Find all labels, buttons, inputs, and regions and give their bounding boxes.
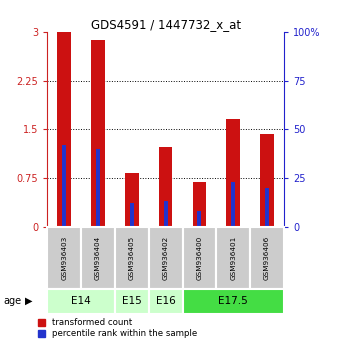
Bar <box>149 227 183 289</box>
Text: GSM936404: GSM936404 <box>95 235 101 280</box>
Title: GDS4591 / 1447732_x_at: GDS4591 / 1447732_x_at <box>91 18 241 31</box>
Text: GSM936402: GSM936402 <box>163 235 169 280</box>
Bar <box>57 32 71 227</box>
Bar <box>164 201 168 227</box>
Bar <box>183 227 216 289</box>
Text: E14: E14 <box>71 296 91 306</box>
Text: ▶: ▶ <box>25 296 33 306</box>
Text: age: age <box>3 296 22 306</box>
Text: E16: E16 <box>156 296 175 306</box>
Bar <box>250 227 284 289</box>
Bar <box>81 227 115 289</box>
Bar <box>96 149 100 227</box>
Bar <box>265 188 269 227</box>
Bar <box>91 40 105 227</box>
Bar <box>115 289 149 314</box>
Bar <box>193 182 206 227</box>
Bar <box>115 227 149 289</box>
Legend: transformed count, percentile rank within the sample: transformed count, percentile rank withi… <box>38 318 197 338</box>
Bar <box>260 135 274 227</box>
Text: GSM936403: GSM936403 <box>61 235 67 280</box>
Bar <box>231 182 235 227</box>
Text: GSM936401: GSM936401 <box>230 235 236 280</box>
Text: GSM936400: GSM936400 <box>196 235 202 280</box>
Bar <box>47 227 81 289</box>
Text: GSM936406: GSM936406 <box>264 235 270 280</box>
Bar <box>62 145 66 227</box>
Text: GSM936405: GSM936405 <box>129 235 135 280</box>
Bar <box>183 289 284 314</box>
Bar <box>159 147 172 227</box>
Bar <box>216 227 250 289</box>
Text: E17.5: E17.5 <box>218 296 248 306</box>
Bar <box>47 289 115 314</box>
Bar <box>125 173 139 227</box>
Text: E15: E15 <box>122 296 142 306</box>
Bar <box>130 203 134 227</box>
Bar <box>149 289 183 314</box>
Bar <box>226 120 240 227</box>
Bar <box>197 211 201 227</box>
